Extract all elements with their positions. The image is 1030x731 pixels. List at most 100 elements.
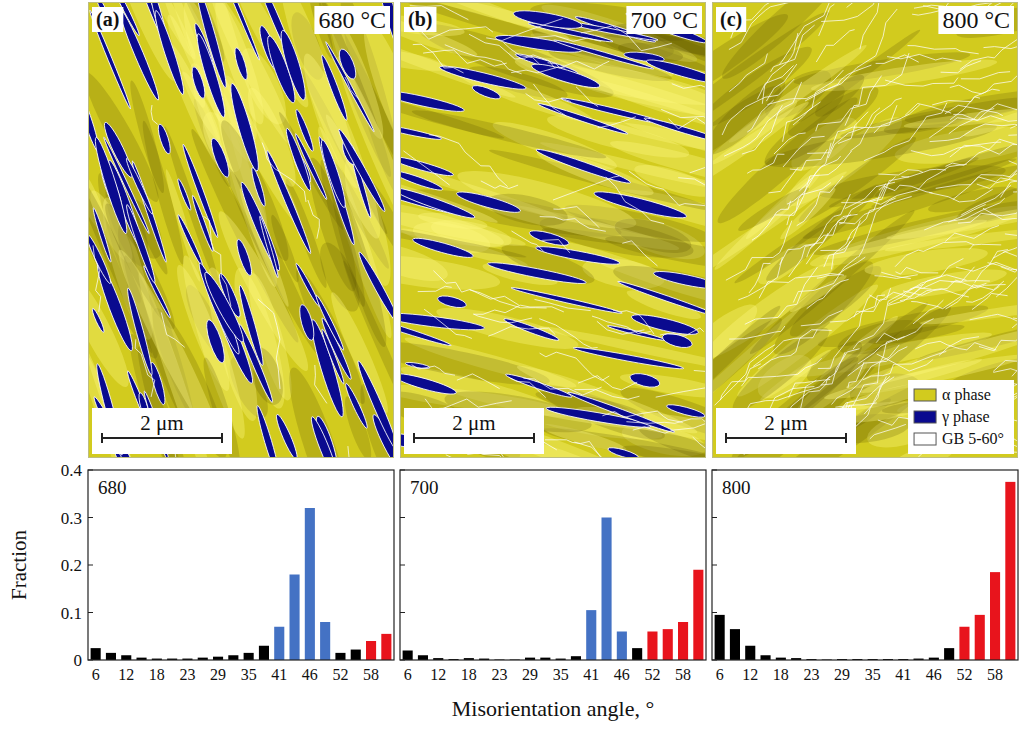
alpha-lath [735,183,812,236]
grain-boundary [945,226,999,242]
alpha-lath [88,263,138,393]
grain-boundary [469,34,555,68]
gamma-grain [151,9,187,96]
bar [259,646,269,660]
micrograph-border [89,3,394,458]
plot-frame [400,470,706,660]
grain-boundary [854,288,891,317]
grain-boundary [780,233,829,265]
bar [335,653,345,660]
grain-boundary [993,361,1018,372]
grain-boundary [807,105,897,153]
grain-boundary [936,177,1018,189]
gamma-grain [535,146,632,187]
grain-boundary [539,319,597,348]
y-tick [88,565,93,566]
scale-bar-background [716,408,856,454]
y-tick [712,565,717,566]
bar [745,646,755,660]
x-tick-label: 18 [461,666,477,683]
bar [351,650,361,660]
gamma-grain [400,153,454,178]
x-tick-label: 12 [742,666,758,683]
grain-boundary [488,327,555,337]
gamma-grain [355,359,394,453]
grain-boundary [874,105,920,134]
panel-letter: (b) [408,8,432,31]
micrograph-border [401,3,706,458]
grain-boundary [424,309,472,338]
grain-boundary [315,365,327,403]
grain-boundary [888,288,931,305]
y-tick [400,565,405,566]
gamma-grain [308,415,342,458]
micrograph [88,2,394,458]
grain-boundary [598,117,636,128]
gamma-grain [314,294,345,351]
panel-letter: (a) [96,8,119,31]
grain-boundary [876,319,934,343]
gamma-grain [530,60,602,92]
grain-boundary [828,108,880,158]
x-axis-title: Misorientation angle, ° [452,696,654,721]
grain-boundary [486,19,562,41]
figure: (a)680 °C2 μm(b)700 °C2 μm(c)800 °C2 μmα… [0,0,1030,731]
y-tick [88,517,93,518]
x-tick-label: 35 [241,666,257,683]
grain-boundary [805,65,871,101]
grain-boundary [633,421,706,439]
gamma-grain [505,372,574,400]
gamma-grain [319,54,350,122]
grain-boundary [540,352,610,380]
panel-letter-box: (c) [716,7,746,32]
temperature-label-box: 700 °C [626,6,702,34]
grain-boundary [433,271,518,306]
gamma-grain [617,279,706,318]
grain-boundary [660,328,704,336]
gamma-grain [666,402,706,419]
grain-boundary [774,133,806,154]
x-tick-label: 41 [271,666,287,683]
grain-boundary [741,358,821,386]
grain-boundary [767,89,824,104]
grain-boundary [870,424,906,439]
grain-boundary [876,55,919,64]
bar [403,651,413,661]
y-tick [88,470,93,471]
grain-boundary [720,364,760,400]
temperature-label-box: 800 °C [938,6,1014,34]
grain-boundary [807,279,849,308]
temperature-label: 700 °C [630,7,698,33]
grain-boundary [606,177,664,224]
grain-boundary [418,286,452,291]
gamma-grain [226,82,262,173]
grain-boundary [787,156,841,204]
x-tick-label: 46 [926,666,942,683]
grain-boundary [161,312,184,347]
grain-boundary [1003,243,1018,252]
grain-boundary [473,305,564,314]
x-tick-label: 41 [895,666,911,683]
x-tick-label: 46 [302,666,318,683]
grain-boundary [747,100,773,132]
alpha-lath [353,17,394,170]
scale-bar-background [92,408,232,454]
grain-boundary [948,204,985,222]
grain-boundary [895,242,974,267]
grain-boundary [835,340,891,407]
y-tick [712,660,717,661]
grain-boundary [850,98,901,151]
grain-boundary [816,30,854,62]
grain-boundary [956,250,1018,271]
grain-boundary [526,94,571,103]
bar [418,655,428,660]
histogram: 00.10.20.30.46121823293541465258680Fract… [7,461,394,683]
gamma-grain [336,127,388,213]
x-tick-label: 41 [583,666,599,683]
scale-bar: 2 μm [404,408,544,454]
micrograph [712,2,1018,458]
grain-boundary [669,112,707,129]
x-tick-label: 18 [773,666,789,683]
gamma-grain [125,287,155,376]
grain-boundary [945,105,1003,115]
